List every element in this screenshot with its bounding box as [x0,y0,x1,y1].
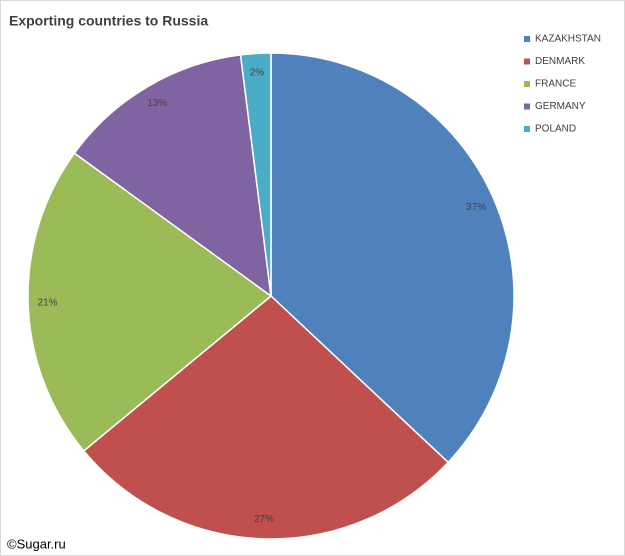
data-label: 37% [466,202,486,213]
legend-label: GERMANY [535,101,586,112]
legend-swatch [524,81,530,87]
legend-swatch [524,126,530,132]
data-label: 13% [147,98,167,109]
data-label: 21% [38,298,58,309]
source: ©Sugar.ru [7,536,66,551]
pie-slice [27,152,273,452]
pie-slice [73,54,272,298]
pie-slice [270,52,515,464]
legend-label: DENMARK [535,56,585,67]
legend-label: KAZAKHSTAN [535,34,601,45]
pie-slice [239,52,272,297]
data-label: 27% [254,514,274,525]
legend-swatch [524,58,530,65]
legend-label: POLAND [535,124,576,135]
pie-slice [82,295,450,540]
data-label: 2% [250,68,265,79]
legend-swatch [524,36,530,42]
chart-title: Exporting countries to Russia [9,13,208,29]
legend-swatch [524,103,530,110]
legend-label: FRANCE [535,79,576,90]
